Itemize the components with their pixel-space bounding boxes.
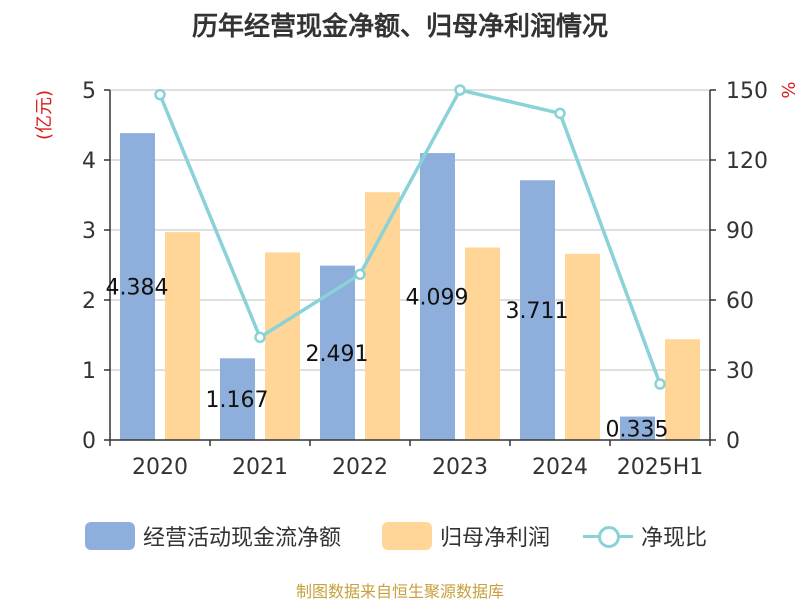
x-tick-label: 2022 [332,455,388,480]
y-left-tick-label: 0 [82,429,96,454]
x-tick-label: 2025H1 [617,455,704,480]
y-left-tick-label: 5 [82,79,96,104]
bar-cashflow [220,358,255,440]
data-label-cashflow: 1.167 [206,388,269,413]
y-left-tick-label: 4 [82,149,96,174]
point-ratio [254,331,266,344]
y-left-tick-label: 1 [82,359,96,384]
bar-net-profit [565,253,600,440]
bar-cashflow [620,416,655,440]
y-right-tick-label: 150 [726,79,768,104]
y-right-tick-label: 60 [726,289,754,314]
x-tick-label: 2023 [432,455,488,480]
y-right-tick-label: 120 [726,149,768,174]
x-tick-label: 2020 [132,455,188,480]
x-tick-label: 2024 [532,455,588,480]
y-left-tick-label: 3 [82,219,96,244]
y-right-tick-label: 0 [726,429,740,454]
chart-legend: 经营活动现金流净额 归母净利润 净现比 [0,516,800,556]
data-label-cashflow: 4.099 [406,286,469,311]
source-note: 制图数据来自恒生聚源数据库 [295,582,504,601]
point-ratio [654,378,666,390]
bar-cashflow [420,153,455,440]
bar-cashflow [120,133,155,440]
legend-swatch-net-profit [382,522,432,550]
y-right-axis-label: % [777,81,798,98]
line-ratio [158,87,662,385]
data-label-cashflow: 3.711 [506,299,569,324]
y-left-tick-label: 2 [82,289,96,314]
bar-net-profit [265,252,300,440]
y-right-tick-label: 30 [726,359,754,384]
y-left-axis-label: (亿元) [34,90,55,140]
point-ratio [554,107,566,120]
point-ratio [454,84,466,96]
chart-plot: 0 1 2 3 4 5 0 30 60 90 120 150 (亿元) % 2020 2021 2022 2023… [34,79,798,480]
legend-item-ratio[interactable]: 净现比 [583,516,707,556]
y-right-tick-label: 90 [726,219,754,244]
legend-label-cashflow: 经营活动现金流净额 [143,526,342,551]
legend-swatch-cashflow [85,522,135,550]
data-label-cashflow: 4.384 [106,276,169,301]
data-label-cashflow: 0.335 [606,417,669,442]
legend-line-ratio [583,522,633,550]
legend-label-ratio: 净现比 [641,526,708,551]
bar-net-profit [165,232,200,440]
bar-net-profit [665,339,700,440]
bar-cashflow [520,180,555,441]
point-ratio [354,268,366,281]
point-ratio [154,88,166,101]
legend-item-cashflow[interactable]: 经营活动现金流净额 [85,516,341,556]
legend-item-net-profit[interactable]: 归母净利润 [382,516,550,556]
x-tick-label: 2021 [232,455,288,480]
bar-net-profit [465,247,500,440]
data-label-cashflow: 2.491 [306,342,369,367]
chart-title: 历年经营现金净额、归母净利润情况 [191,12,608,42]
legend-label-net-profit: 归母净利润 [440,526,551,551]
